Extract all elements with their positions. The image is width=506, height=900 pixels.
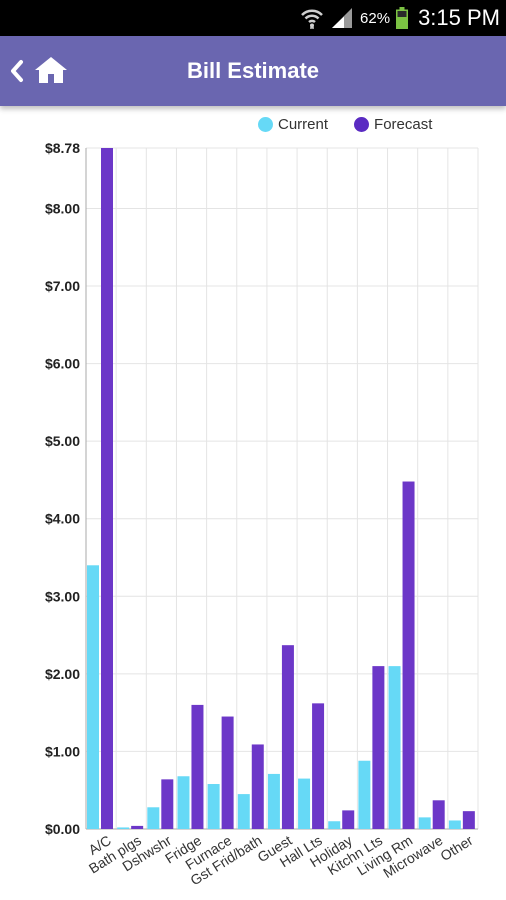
bar-forecast xyxy=(251,744,264,829)
status-bar: 62% 3:15 PM xyxy=(0,0,506,36)
y-tick-label: $5.00 xyxy=(45,433,80,449)
wifi-icon xyxy=(301,9,323,29)
legend-label-current: Current xyxy=(278,116,329,133)
bar-forecast xyxy=(131,825,144,829)
app-bar: Bill Estimate xyxy=(0,36,506,106)
bar-current xyxy=(298,778,311,829)
bar-chart: $0.00 $1.00 $2.00 $3.00 $4.00 $5.00 $6.00 $7.00… xyxy=(45,140,479,888)
bar-current xyxy=(237,794,250,829)
legend-swatch-forecast xyxy=(354,117,370,132)
signal-icon xyxy=(332,8,353,28)
bar-forecast xyxy=(312,703,325,829)
legend-item-current: Current xyxy=(258,116,328,133)
bar-forecast xyxy=(372,666,385,829)
y-tick-label: $0.00 xyxy=(45,821,80,837)
y-tick-label: $8.00 xyxy=(45,200,80,216)
y-tick-label: $3.00 xyxy=(45,588,80,604)
chart-legend: Current Forecast xyxy=(258,116,458,133)
bar-forecast xyxy=(462,811,475,829)
legend-swatch-current xyxy=(258,117,273,132)
bar-current xyxy=(117,827,130,829)
bar-current xyxy=(267,773,280,829)
y-tick-label: $2.00 xyxy=(45,666,80,682)
y-tick-label: $4.00 xyxy=(45,511,80,527)
bar-forecast xyxy=(432,800,445,829)
y-tick-label: $7.00 xyxy=(45,278,80,294)
bar-forecast xyxy=(281,645,294,829)
bar-forecast xyxy=(342,810,355,829)
bar-current xyxy=(448,820,461,829)
home-icon[interactable] xyxy=(34,55,68,85)
bar-forecast xyxy=(191,704,204,829)
clock: 3:15 PM xyxy=(418,5,500,30)
bar-forecast xyxy=(101,148,113,829)
battery-percent: 62% xyxy=(360,9,391,27)
bar-current xyxy=(418,817,431,829)
bar-forecast xyxy=(402,481,415,829)
bar-current xyxy=(388,666,401,829)
battery-icon xyxy=(396,7,409,29)
y-tick-label: $6.00 xyxy=(45,356,80,372)
legend-label-forecast: Forecast xyxy=(374,116,433,133)
bar-current xyxy=(328,821,341,829)
bar-current xyxy=(177,776,190,829)
chevron-left-icon[interactable] xyxy=(8,58,26,84)
bar-forecast xyxy=(221,716,234,829)
status-icons: 62% 3:15 PM xyxy=(300,0,506,36)
bar-current xyxy=(87,565,99,829)
y-tick-label: $1.00 xyxy=(45,743,80,759)
bar-current xyxy=(358,760,371,829)
page-title: Bill Estimate xyxy=(186,58,320,83)
bar-forecast xyxy=(161,779,174,829)
bar-current xyxy=(207,784,220,829)
bar-current xyxy=(147,807,160,829)
y-tick-label: $8.78 xyxy=(45,140,80,156)
legend-item-forecast: Forecast xyxy=(354,116,432,133)
x-tick-label: Other xyxy=(437,832,475,864)
